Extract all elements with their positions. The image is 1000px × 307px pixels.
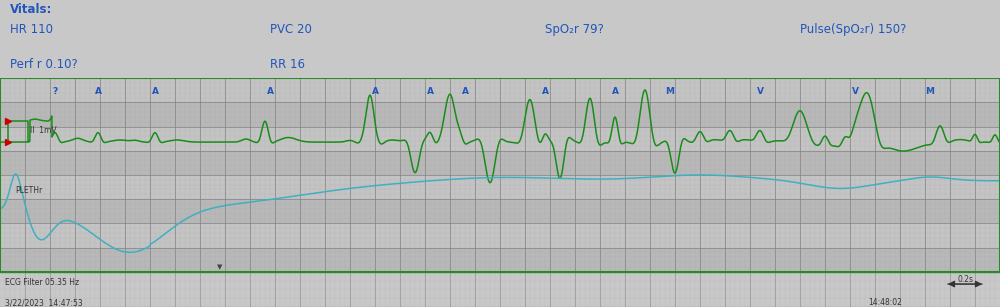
Text: Perf r 0.10?: Perf r 0.10? bbox=[10, 58, 78, 71]
Text: ECG Filter 05.35 Hz: ECG Filter 05.35 Hz bbox=[5, 278, 79, 287]
Text: A: A bbox=[372, 87, 378, 96]
Bar bbox=[0, 126, 1000, 151]
Bar bbox=[0, 223, 1000, 247]
Text: A: A bbox=[426, 87, 434, 96]
Text: PLETHr: PLETHr bbox=[15, 186, 42, 195]
Bar bbox=[0, 78, 1000, 103]
Text: PVC 20: PVC 20 bbox=[270, 23, 312, 36]
Text: A: A bbox=[542, 87, 548, 96]
Text: SpO₂r 79?: SpO₂r 79? bbox=[545, 23, 604, 36]
Text: A: A bbox=[612, 87, 618, 96]
Text: A: A bbox=[266, 87, 274, 96]
Text: II  1mV: II 1mV bbox=[30, 126, 57, 135]
Text: A: A bbox=[94, 87, 102, 96]
Text: 0.2s: 0.2s bbox=[957, 275, 973, 284]
Text: RR 16: RR 16 bbox=[270, 58, 305, 71]
Text: ▼: ▼ bbox=[217, 264, 223, 270]
Text: Vitals:: Vitals: bbox=[10, 3, 52, 16]
Text: M: M bbox=[666, 87, 674, 96]
Text: HR 110: HR 110 bbox=[10, 23, 53, 36]
Bar bbox=[0, 247, 1000, 272]
Text: Pulse(SpO₂r) 150?: Pulse(SpO₂r) 150? bbox=[800, 23, 906, 36]
Text: V: V bbox=[757, 87, 764, 96]
Bar bbox=[0, 175, 1000, 199]
Bar bbox=[0, 199, 1000, 223]
Text: A: A bbox=[152, 87, 158, 96]
Bar bbox=[0, 151, 1000, 175]
Text: M: M bbox=[926, 87, 934, 96]
Text: V: V bbox=[852, 87, 858, 96]
Text: ?: ? bbox=[52, 87, 58, 96]
Text: 3/22/2023  14:47:53: 3/22/2023 14:47:53 bbox=[5, 298, 83, 307]
Text: A: A bbox=[462, 87, 468, 96]
Text: 14:48:02: 14:48:02 bbox=[868, 298, 902, 307]
Bar bbox=[0, 103, 1000, 126]
